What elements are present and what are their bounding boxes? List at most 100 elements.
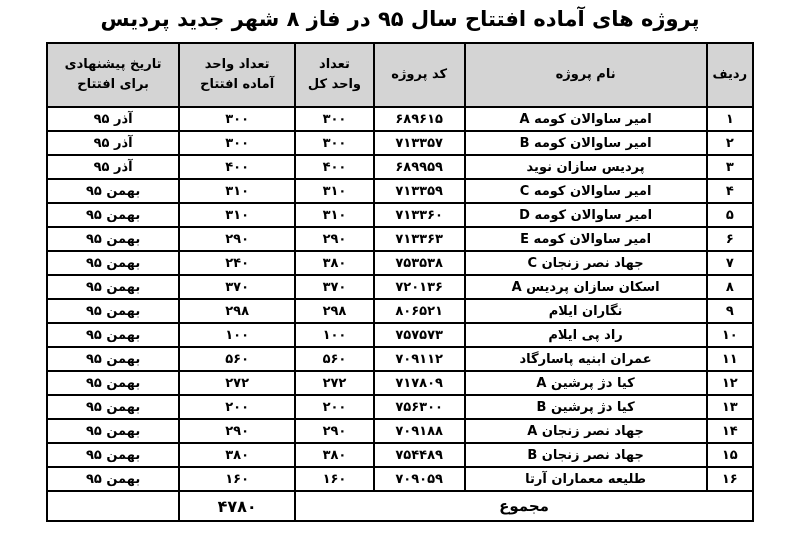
- cell-row: ۱۵: [705, 442, 755, 468]
- cell-total: ۵۶۰: [294, 346, 375, 372]
- table-row: ۱۴ جهاد نصر زنجان A ۷۰۹۱۸۸ ۲۹۰ ۲۹۰ بهمن ۹۵: [45, 418, 755, 444]
- cell-name: عمران ابنیه پاسارگاد: [463, 346, 708, 372]
- cell-code: ۷۰۹۱۱۲: [372, 346, 466, 372]
- cell-code: ۸۰۶۵۲۱: [372, 298, 466, 324]
- header-project-name: نام پروژه: [463, 42, 708, 108]
- cell-name: اسکان سازان پردیس A: [463, 274, 708, 300]
- cell-date: بهمن ۹۵: [45, 250, 181, 276]
- cell-name: امیر ساوالان کومه A: [463, 106, 708, 132]
- header-ready-units: تعداد واحد آماده افتتاح: [178, 42, 297, 108]
- cell-date: بهمن ۹۵: [45, 298, 181, 324]
- table-row: ۱۰ راد پی ایلام ۷۵۷۵۷۳ ۱۰۰ ۱۰۰ بهمن ۹۵: [45, 322, 755, 348]
- cell-row: ۳: [705, 154, 755, 180]
- cell-date: بهمن ۹۵: [45, 394, 181, 420]
- cell-code: ۷۵۶۳۰۰: [372, 394, 466, 420]
- cell-ready: ۳۸۰: [178, 442, 297, 468]
- cell-ready: ۲۴۰: [178, 250, 297, 276]
- header-ready-units-line2: آماده افتتاح: [200, 77, 275, 92]
- cell-ready: ۲۷۲: [178, 370, 297, 396]
- cell-total: ۲۰۰: [294, 394, 375, 420]
- cell-total: ۳۸۰: [294, 250, 375, 276]
- table-row: ۸ اسکان سازان پردیس A ۷۲۰۱۳۶ ۳۷۰ ۳۷۰ بهمن ۹۵: [45, 274, 755, 300]
- cell-code: ۷۵۳۵۳۸: [372, 250, 466, 276]
- cell-code: ۷۱۳۳۶۰: [372, 202, 466, 228]
- cell-name: امیر ساوالان کومه E: [463, 226, 708, 252]
- header-project-name-label: نام پروژه: [555, 66, 616, 82]
- cell-total: ۳۷۰: [294, 274, 375, 300]
- projects-table-wrap: ردیف نام پروژه کد پروژه تعداد واحد کل تع…: [45, 42, 755, 522]
- page-title: پروژه های آماده افتتاح سال ۹۵ در فاز ۸ ش…: [100, 7, 700, 31]
- cell-date: بهمن ۹۵: [45, 202, 181, 228]
- table-header: ردیف نام پروژه کد پروژه تعداد واحد کل تع…: [45, 42, 755, 108]
- cell-name: پردیس سازان نوید: [463, 154, 708, 180]
- cell-row: ۱۰: [705, 322, 755, 348]
- cell-date: بهمن ۹۵: [45, 226, 181, 252]
- cell-date: آذر ۹۵: [45, 106, 181, 132]
- cell-row: ۵: [705, 202, 755, 228]
- table-body: ۱ امیر ساوالان کومه A ۶۸۹۶۱۵ ۳۰۰ ۳۰۰ آذر ۹۵ ۲ ا…: [45, 106, 755, 492]
- cell-name: نگاران ایلام: [463, 298, 708, 324]
- cell-code: ۷۰۹۰۵۹: [372, 466, 466, 492]
- cell-ready: ۲۹۰: [178, 226, 297, 252]
- table-row: ۱۳ کیا دژ پرشین B ۷۵۶۳۰۰ ۲۰۰ ۲۰۰ بهمن ۹۵: [45, 394, 755, 420]
- cell-date: بهمن ۹۵: [45, 418, 181, 444]
- cell-ready: ۲۹۸: [178, 298, 297, 324]
- cell-total: ۱۰۰: [294, 322, 375, 348]
- cell-code: ۷۲۰۱۳۶: [372, 274, 466, 300]
- table-row: ۶ امیر ساوالان کومه E ۷۱۳۳۶۳ ۲۹۰ ۲۹۰ بهمن ۹۵: [45, 226, 755, 252]
- header-total-units-line1: تعداد: [319, 56, 350, 72]
- cell-code: ۷۱۳۳۶۳: [372, 226, 466, 252]
- cell-total: ۳۸۰: [294, 442, 375, 468]
- cell-date: بهمن ۹۵: [45, 274, 181, 300]
- cell-row: ۲: [705, 130, 755, 156]
- table-row: ۱۶ طلیعه معماران آرتا ۷۰۹۰۵۹ ۱۶۰ ۱۶۰ بهمن ۹۵: [45, 466, 755, 492]
- header-proposed-date-line1: تاریخ پیشنهادی: [64, 56, 162, 72]
- cell-code: ۷۱۳۳۵۷: [372, 130, 466, 156]
- table-row: ۱۵ جهاد نصر زنجان B ۷۵۴۴۸۹ ۳۸۰ ۳۸۰ بهمن ۹۵: [45, 442, 755, 468]
- cell-date: بهمن ۹۵: [45, 346, 181, 372]
- cell-code: ۷۵۴۴۸۹: [372, 442, 466, 468]
- cell-name: امیر ساوالان کومه C: [463, 178, 708, 204]
- cell-row: ۹: [705, 298, 755, 324]
- header-ready-units-line1: تعداد واحد: [204, 56, 270, 72]
- cell-row: ۶: [705, 226, 755, 252]
- cell-total: ۲۷۲: [294, 370, 375, 396]
- header-row-number: ردیف: [705, 42, 755, 108]
- cell-ready: ۱۶۰: [178, 466, 297, 492]
- table-row: ۱۱ عمران ابنیه پاسارگاد ۷۰۹۱۱۲ ۵۶۰ ۵۶۰ بهمن ۹…: [45, 346, 755, 372]
- table-row: ۷ جهاد نصر زنجان C ۷۵۳۵۳۸ ۳۸۰ ۲۴۰ بهمن ۹۵: [45, 250, 755, 276]
- cell-code: ۷۱۷۸۰۹: [372, 370, 466, 396]
- cell-total: ۳۱۰: [294, 202, 375, 228]
- header-proposed-date: تاریخ پیشنهادی برای افتتاح: [45, 42, 181, 108]
- table-row: ۲ امیر ساوالان کومه B ۷۱۳۳۵۷ ۳۰۰ ۳۰۰ آذر ۹۵: [45, 130, 755, 156]
- projects-table: ردیف نام پروژه کد پروژه تعداد واحد کل تع…: [45, 42, 755, 522]
- cell-name: امیر ساوالان کومه B: [463, 130, 708, 156]
- cell-total: ۳۰۰: [294, 130, 375, 156]
- table-row: ۱۲ کیا دژ پرشین A ۷۱۷۸۰۹ ۲۷۲ ۲۷۲ بهمن ۹۵: [45, 370, 755, 396]
- cell-code: ۷۰۹۱۸۸: [372, 418, 466, 444]
- cell-code: ۷۵۷۵۷۳: [372, 322, 466, 348]
- cell-total: ۴۰۰: [294, 154, 375, 180]
- cell-date: بهمن ۹۵: [45, 178, 181, 204]
- header-total-units: تعداد واحد کل: [294, 42, 375, 108]
- table-row: ۴ امیر ساوالان کومه C ۷۱۳۳۵۹ ۳۱۰ ۳۱۰ بهمن ۹۵: [45, 178, 755, 204]
- cell-total: ۲۹۸: [294, 298, 375, 324]
- table-row: ۱ امیر ساوالان کومه A ۶۸۹۶۱۵ ۳۰۰ ۳۰۰ آذر ۹۵: [45, 106, 755, 132]
- cell-date: آذر ۹۵: [45, 154, 181, 180]
- footer-total-label: مجموع: [294, 490, 754, 522]
- cell-name: جهاد نصر زنجان A: [463, 418, 708, 444]
- cell-name: کیا دژ پرشین B: [463, 394, 708, 420]
- header-proposed-date-line2: برای افتتاح: [77, 77, 149, 92]
- cell-row: ۱۲: [705, 370, 755, 396]
- header-row-number-label: ردیف: [712, 66, 748, 82]
- cell-ready: ۳۷۰: [178, 274, 297, 300]
- cell-name: کیا دژ پرشین A: [463, 370, 708, 396]
- cell-name: جهاد نصر زنجان B: [463, 442, 708, 468]
- cell-date: بهمن ۹۵: [45, 442, 181, 468]
- table-row: ۳ پردیس سازان نوید ۶۸۹۹۵۹ ۴۰۰ ۴۰۰ آذر ۹۵: [45, 154, 755, 180]
- cell-ready: ۳۰۰: [178, 130, 297, 156]
- cell-date: آذر ۹۵: [45, 130, 181, 156]
- cell-row: ۴: [705, 178, 755, 204]
- cell-row: ۱۱: [705, 346, 755, 372]
